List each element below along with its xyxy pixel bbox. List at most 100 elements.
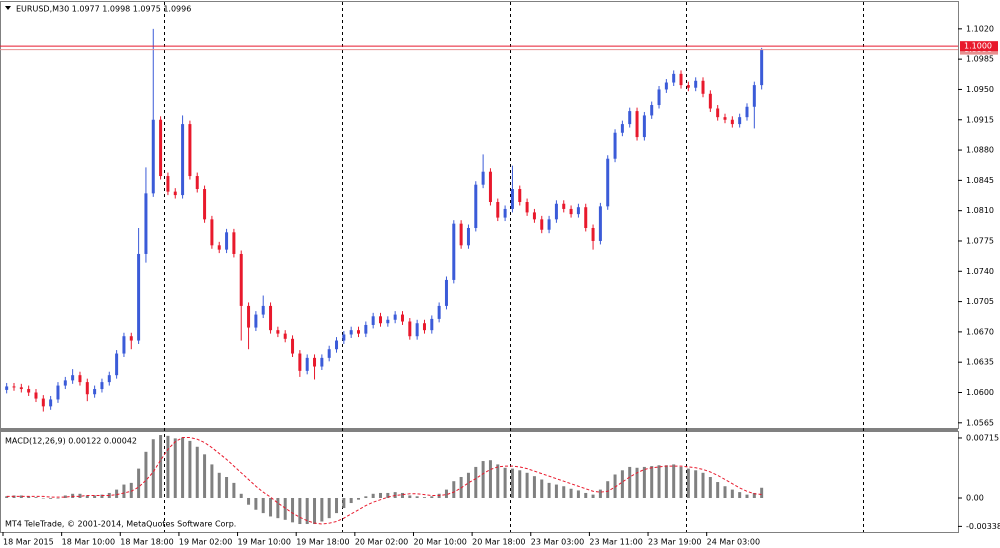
- macd-bar: [569, 488, 573, 498]
- macd-bar: [686, 468, 690, 498]
- candle-body: [635, 111, 639, 138]
- candle-body: [305, 357, 309, 371]
- macd-bar: [254, 497, 258, 510]
- macd-bar: [298, 497, 302, 525]
- macd-bar: [474, 466, 478, 498]
- candle-body: [430, 318, 434, 331]
- candle-body: [357, 330, 361, 334]
- macd-bar: [313, 497, 317, 525]
- macd-bar: [225, 477, 229, 498]
- candle-body: [254, 314, 258, 328]
- macd-bar: [320, 497, 324, 522]
- price-label-box: [960, 41, 998, 52]
- y-tick-label: 1.1020: [966, 24, 994, 33]
- candle-body: [129, 336, 133, 341]
- macd-bar: [166, 435, 170, 498]
- candle-body: [181, 124, 185, 196]
- macd-bar: [532, 476, 536, 498]
- candle-body: [12, 386, 16, 388]
- candle-body: [122, 336, 126, 354]
- x-tick-label: 23 Mar 03:00: [531, 538, 584, 547]
- candle-body: [708, 93, 712, 109]
- x-tick-label: 19 Mar 02:00: [179, 538, 232, 547]
- candle-body: [85, 382, 89, 395]
- macd-bar: [547, 482, 551, 498]
- candle-body: [93, 389, 97, 395]
- macd-bar: [78, 493, 82, 498]
- y-tick-label: 0.00715: [966, 433, 999, 442]
- candle-body: [701, 80, 705, 94]
- macd-bar: [386, 492, 390, 498]
- candle-body: [313, 357, 317, 367]
- macd-bar: [510, 468, 514, 498]
- macd-bar: [657, 465, 661, 498]
- macd-bar: [540, 479, 544, 498]
- candle-body: [606, 158, 610, 207]
- candle-body: [371, 316, 375, 325]
- candle-body: [547, 219, 551, 230]
- candle-body: [247, 305, 251, 328]
- candle-body: [650, 105, 654, 116]
- macd-bar: [591, 494, 595, 498]
- macd-bar: [100, 494, 104, 498]
- macd-bar: [85, 495, 89, 498]
- macd-bar: [628, 466, 632, 498]
- macd-bar: [93, 495, 97, 498]
- y-tick-label: 1.0845: [966, 176, 994, 185]
- macd-bar: [364, 496, 368, 498]
- candle-body: [437, 305, 441, 319]
- candle-body: [510, 189, 514, 209]
- candle-body: [276, 330, 280, 334]
- y-tick-label: 1.0705: [966, 297, 994, 306]
- macd-bar: [371, 493, 375, 498]
- macd-bar: [562, 486, 566, 498]
- footer: MT4 TeleTrade, © 2001-2014, MetaQuotes S…: [5, 520, 236, 529]
- candle-body: [27, 389, 31, 393]
- candle-body: [327, 349, 331, 358]
- macd-bar: [716, 482, 720, 498]
- candle-body: [415, 323, 419, 337]
- x-tick-label: 23 Mar 19:00: [648, 538, 701, 547]
- macd-bar: [49, 497, 53, 499]
- macd-bar: [488, 460, 492, 498]
- candle-body: [239, 253, 243, 306]
- y-tick-label: 1.0915: [966, 115, 994, 124]
- macd-bar: [217, 472, 221, 498]
- candle-body: [657, 89, 661, 106]
- macd-bar: [466, 472, 470, 498]
- macd-bar: [327, 497, 331, 519]
- candle-body: [723, 117, 727, 120]
- candle-body: [466, 227, 470, 246]
- macd-bar: [708, 477, 712, 498]
- signal-line: [6, 437, 762, 525]
- macd-bar: [232, 482, 236, 498]
- macd-bar: [620, 470, 624, 498]
- macd-bar: [342, 497, 346, 509]
- macd-bar: [151, 439, 155, 498]
- candle-body: [422, 323, 426, 331]
- macd-bar: [635, 467, 639, 498]
- candle-body: [100, 382, 104, 390]
- symbol-menu-arrow[interactable]: [5, 6, 11, 10]
- candle-body: [400, 314, 404, 322]
- x-tick-label: 20 Mar 02:00: [355, 538, 408, 547]
- macd-title: MACD(12,26,9) 0.00122 0.00042: [5, 437, 137, 446]
- macd-bar: [503, 467, 507, 498]
- macd-bar: [606, 481, 610, 498]
- candle-body: [760, 49, 764, 86]
- chart-title: EURUSD,M30 1.0977 1.0998 1.0975 1.0996: [16, 5, 191, 14]
- macd-bar: [159, 435, 163, 498]
- candle-body: [503, 208, 507, 218]
- x-tick-label: 18 Mar 2015: [3, 538, 54, 547]
- candle-body: [584, 207, 588, 228]
- macd-bar: [518, 470, 522, 498]
- candle-body: [554, 203, 558, 220]
- macd-bar: [247, 497, 251, 505]
- candle-body: [642, 115, 646, 138]
- candle-body: [173, 191, 177, 196]
- candle-body: [745, 106, 749, 118]
- y-tick-label: -0.00338: [966, 522, 1000, 531]
- candle-body: [49, 399, 53, 407]
